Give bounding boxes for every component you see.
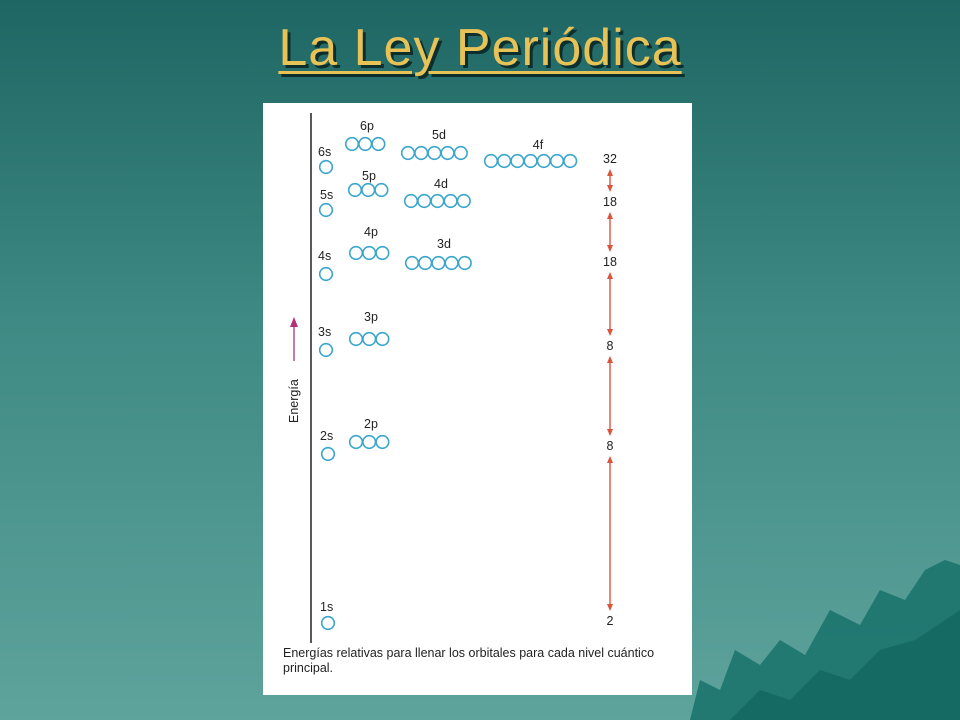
capacity-label: 8: [607, 439, 614, 453]
orbital-circle: [414, 145, 429, 161]
capacity-label: 8: [607, 339, 614, 353]
orbital-circle: [417, 193, 432, 209]
orbital-circle: [362, 434, 377, 450]
orbital-circle: [510, 153, 525, 169]
sublevel-label-6p: 6p: [360, 119, 374, 133]
sublevel-4f: 4f: [483, 138, 578, 169]
orbital-circle: [318, 159, 334, 175]
orbitals-layer: 1s 2s 2p 3s 3p 4s 4p 3d 5s 5p 4d 6s 6p 5d 4f: [318, 119, 578, 631]
capacity-label: 18: [603, 195, 617, 209]
period-arrow: [607, 169, 613, 192]
sublevel-label-2p: 2p: [364, 417, 378, 431]
orbital-circle: [404, 255, 420, 271]
sublevel-2p: 2p: [348, 417, 390, 450]
sublevel-label-1s: 1s: [320, 600, 333, 614]
orbital-circle: [362, 331, 377, 347]
energy-arrow-head: [290, 317, 298, 327]
orbital-circle: [374, 182, 389, 198]
orbital-circle: [320, 615, 336, 631]
slide-title: La Ley Periódica: [278, 19, 682, 77]
period-arrow: [607, 272, 613, 336]
orbital-circle: [375, 434, 390, 450]
sublevel-1s: 1s: [320, 600, 336, 631]
diagram-canvas: Energía 1s 2s 2p 3s 3p 4s 4p 3d 5s 5p 4d 6s 6p 5d 4f 2…: [287, 113, 617, 643]
orbital-circle: [375, 331, 390, 347]
sublevel-6p: 6p: [344, 119, 386, 152]
sublevel-3d: 3d: [404, 237, 472, 271]
period-arrow: [607, 356, 613, 436]
capacity-label: 2: [607, 614, 614, 628]
orbital-circle: [400, 145, 416, 161]
sublevel-4p: 4p: [348, 225, 390, 261]
orbital-circle: [418, 255, 433, 271]
orbital-circle: [348, 331, 364, 347]
sublevel-label-3d: 3d: [437, 237, 451, 251]
sublevel-2s: 2s: [320, 429, 336, 462]
orbital-circle: [443, 193, 458, 209]
sublevel-6s: 6s: [318, 145, 334, 175]
orbital-circle: [440, 145, 455, 161]
sublevel-5p: 5p: [347, 169, 389, 198]
energy-axis-label: Energía: [287, 379, 301, 423]
sublevel-label-3s: 3s: [318, 325, 331, 339]
sublevel-label-4f: 4f: [533, 138, 544, 152]
capacity-label: 18: [603, 255, 617, 269]
diagram-caption: Energías relativas para llenar los orbit…: [283, 646, 655, 675]
sublevel-4d: 4d: [403, 177, 471, 209]
orbital-circle: [318, 342, 334, 358]
orbital-circle: [431, 255, 446, 271]
sublevel-label-5s: 5s: [320, 188, 333, 202]
orbital-circle: [348, 434, 364, 450]
orbital-energy-diagram: Energía 1s 2s 2p 3s 3p 4s 4p 3d 5s 5p 4d 6s 6p 5d 4f 2…: [263, 103, 692, 695]
orbital-circle: [549, 153, 565, 169]
sublevel-label-4d: 4d: [434, 177, 448, 191]
capacity-label: 32: [603, 152, 617, 166]
orbital-circle: [320, 446, 336, 462]
orbital-circle: [348, 245, 364, 261]
orbital-circle: [430, 193, 445, 209]
capacity-layer: 2 8 8 18 18 32: [603, 152, 617, 628]
sublevel-label-6s: 6s: [318, 145, 331, 159]
orbital-circle: [358, 136, 373, 152]
orbital-circle: [403, 193, 419, 209]
sublevel-5d: 5d: [400, 128, 468, 161]
orbital-circle: [457, 255, 472, 271]
orbital-circle: [456, 193, 471, 209]
period-arrow: [607, 212, 613, 252]
orbital-circle: [318, 202, 334, 218]
orbital-circle: [444, 255, 459, 271]
orbital-circle: [427, 145, 442, 161]
sublevel-5s: 5s: [318, 188, 334, 218]
sublevel-3p: 3p: [348, 310, 390, 347]
sublevel-4s: 4s: [318, 249, 334, 282]
orbital-circle: [563, 153, 578, 169]
sublevel-label-4p: 4p: [364, 225, 378, 239]
sublevel-3s: 3s: [318, 325, 334, 358]
orbital-circle: [536, 153, 551, 169]
sublevel-label-5p: 5p: [362, 169, 376, 183]
orbital-circle: [523, 153, 538, 169]
orbital-circle: [483, 153, 499, 169]
orbital-circle: [362, 245, 377, 261]
orbital-circle: [453, 145, 468, 161]
orbital-circle: [347, 182, 363, 198]
orbital-circle: [375, 245, 390, 261]
sublevel-label-2s: 2s: [320, 429, 333, 443]
orbital-circle: [344, 136, 360, 152]
orbital-circle: [361, 182, 376, 198]
orbital-circle: [497, 153, 512, 169]
orbital-circle: [318, 266, 334, 282]
sublevel-label-5d: 5d: [432, 128, 446, 142]
sublevel-label-4s: 4s: [318, 249, 331, 263]
sublevel-label-3p: 3p: [364, 310, 378, 324]
period-arrow: [607, 456, 613, 611]
mountain-shape-back: [730, 610, 960, 720]
orbital-circle: [371, 136, 386, 152]
